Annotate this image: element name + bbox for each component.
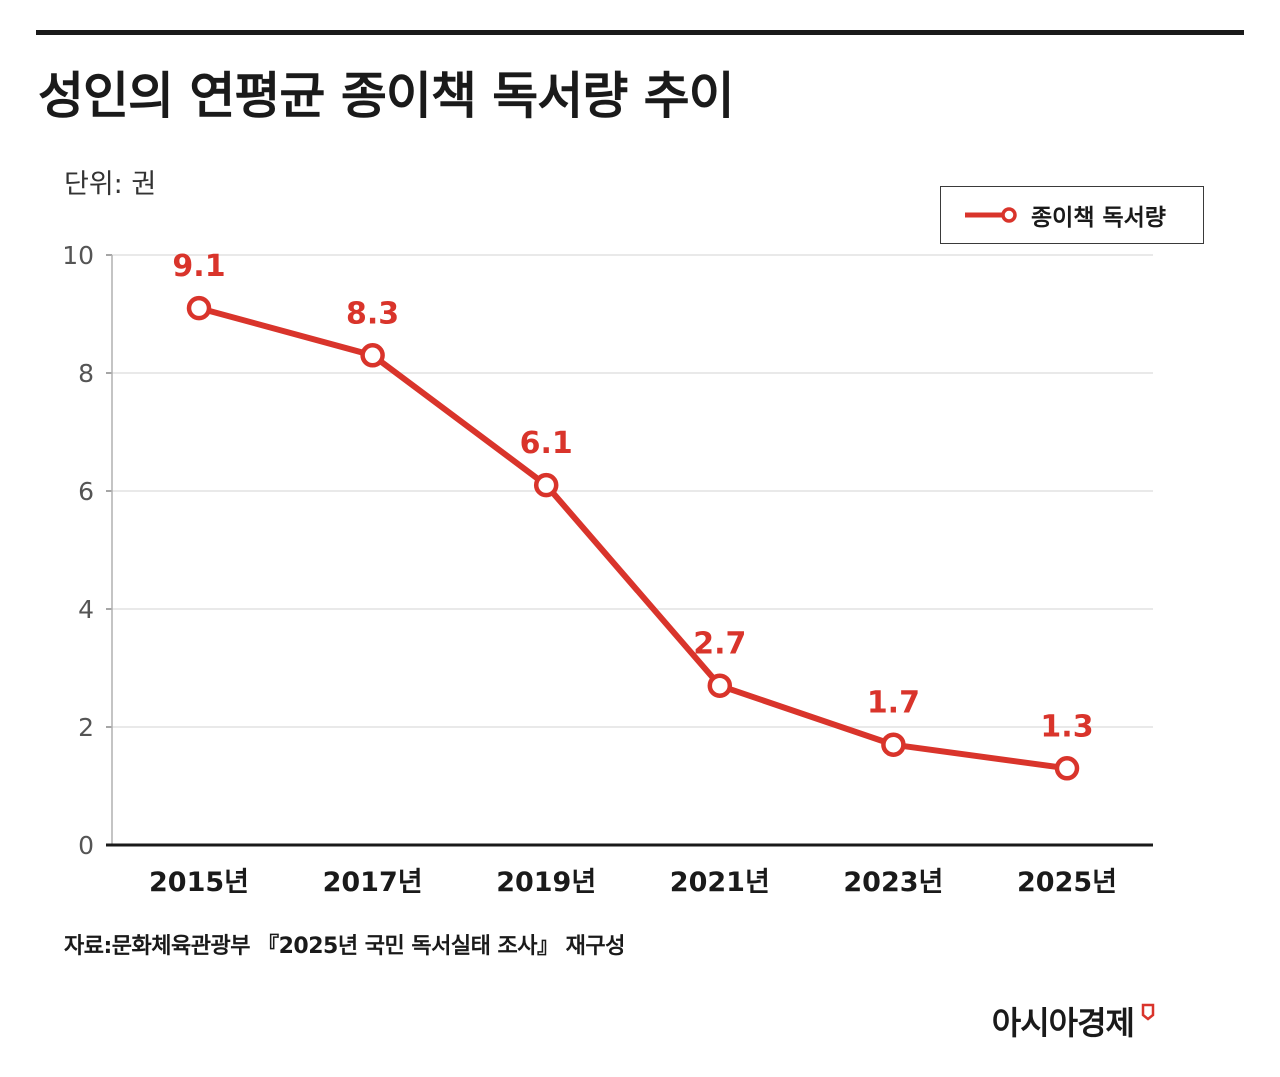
brand-logo: 아시아경제 — [992, 998, 1156, 1044]
x-tick-label: 2021년 — [670, 867, 770, 898]
top-rule — [36, 30, 1244, 35]
y-tick-label: 2 — [78, 713, 94, 742]
x-tick-label: 2015년 — [149, 867, 249, 898]
data-label: 2.7 — [693, 627, 746, 662]
data-point — [1054, 756, 1080, 781]
y-tick-label: 4 — [78, 595, 94, 624]
data-label: 6.1 — [520, 426, 573, 461]
data-point — [360, 343, 385, 368]
x-tick-label: 2023년 — [843, 867, 943, 898]
data-label: 1.3 — [1040, 709, 1093, 744]
legend-label: 종이책 독서량 — [1031, 205, 1166, 231]
data-label: 8.3 — [346, 296, 399, 331]
legend: 종이책 독서량 — [940, 186, 1204, 244]
data-point — [707, 673, 733, 698]
brand-mark-icon — [1141, 1003, 1155, 1021]
data-label: 9.1 — [172, 249, 225, 284]
unit-label: 단위: 권 — [64, 169, 157, 200]
legend-line-marker-icon — [965, 207, 1017, 223]
data-point — [881, 732, 906, 757]
chart-title: 성인의 연평균 종이책 독서량 추이 — [38, 67, 735, 125]
source-note: 자료:문화체육관광부 『2025년 국민 독서실태 조사』 재구성 — [64, 934, 625, 959]
data-point — [533, 472, 559, 498]
x-tick-label: 2025년 — [1017, 867, 1117, 898]
y-tick-label: 10 — [62, 241, 94, 270]
y-tick-label: 8 — [78, 359, 94, 388]
data-label: 1.7 — [867, 686, 920, 721]
brand-name: 아시아경제 — [991, 1004, 1135, 1042]
x-tick-label: 2019년 — [496, 867, 596, 898]
x-tick-label: 2017년 — [323, 867, 423, 898]
data-point — [186, 295, 212, 321]
series-line — [196, 305, 1070, 772]
line-chart: 0 2 4 6 8 10 2015년 2017년 2019년 2021년 2023년 2025년 9.… — [62, 241, 1153, 898]
y-tick-label: 6 — [78, 477, 94, 506]
y-tick-label: 0 — [78, 831, 94, 860]
